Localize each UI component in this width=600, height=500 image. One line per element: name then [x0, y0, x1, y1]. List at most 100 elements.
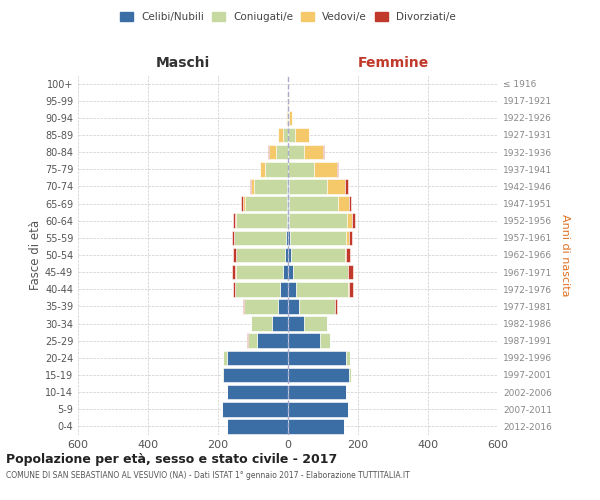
Bar	[254, 179, 287, 194]
Y-axis label: Fasce di età: Fasce di età	[29, 220, 42, 290]
Bar	[250, 179, 251, 194]
Bar	[335, 299, 337, 314]
Bar	[290, 230, 346, 245]
Bar	[346, 230, 349, 245]
Bar	[288, 162, 314, 176]
Bar	[348, 265, 353, 280]
Bar	[227, 350, 288, 365]
Bar	[304, 145, 323, 160]
Bar	[345, 248, 346, 262]
Bar	[223, 350, 227, 365]
Bar	[289, 179, 327, 194]
Bar	[221, 368, 223, 382]
Y-axis label: Anni di nascita: Anni di nascita	[560, 214, 571, 296]
Bar	[288, 419, 344, 434]
Text: Maschi: Maschi	[156, 56, 210, 70]
Bar	[232, 265, 235, 280]
Bar	[288, 214, 289, 228]
Bar	[288, 265, 293, 280]
Bar	[257, 334, 288, 348]
Bar	[349, 282, 353, 296]
Bar	[299, 299, 335, 314]
Bar	[235, 282, 280, 296]
Bar	[244, 299, 277, 314]
Bar	[251, 179, 254, 194]
Bar	[288, 350, 346, 365]
Bar	[288, 196, 289, 211]
Bar	[295, 128, 309, 142]
Bar	[248, 334, 257, 348]
Bar	[352, 214, 355, 228]
Bar	[347, 214, 352, 228]
Bar	[236, 248, 285, 262]
Bar	[293, 265, 347, 280]
Bar	[286, 230, 288, 245]
Bar	[277, 128, 283, 142]
Bar	[276, 145, 288, 160]
Bar	[221, 402, 288, 416]
Bar	[236, 214, 287, 228]
Bar	[288, 179, 289, 194]
Bar	[277, 299, 288, 314]
Bar	[327, 179, 344, 194]
Bar	[251, 316, 272, 331]
Bar	[223, 368, 288, 382]
Bar	[349, 230, 352, 245]
Bar	[338, 196, 349, 211]
Bar	[288, 110, 289, 125]
Bar	[349, 196, 352, 211]
Bar	[296, 282, 348, 296]
Bar	[272, 316, 288, 331]
Bar	[287, 214, 288, 228]
Bar	[286, 110, 287, 125]
Bar	[227, 419, 288, 434]
Bar	[288, 334, 320, 348]
Text: Popolazione per età, sesso e stato civile - 2017: Popolazione per età, sesso e stato civil…	[6, 452, 337, 466]
Bar	[243, 299, 244, 314]
Bar	[283, 265, 288, 280]
Bar	[288, 128, 295, 142]
Text: Femmine: Femmine	[358, 56, 428, 70]
Bar	[346, 248, 350, 262]
Bar	[288, 145, 304, 160]
Bar	[291, 248, 345, 262]
Bar	[265, 162, 288, 176]
Bar	[288, 230, 290, 245]
Bar	[232, 230, 234, 245]
Bar	[288, 248, 291, 262]
Bar	[288, 368, 349, 382]
Bar	[347, 265, 348, 280]
Bar	[289, 110, 292, 125]
Bar	[283, 128, 288, 142]
Bar	[235, 265, 283, 280]
Bar	[280, 282, 288, 296]
Bar	[260, 162, 265, 176]
Bar	[227, 385, 288, 400]
Text: COMUNE DI SAN SEBASTIANO AL VESUVIO (NA) - Dati ISTAT 1° gennaio 2017 - Elaboraz: COMUNE DI SAN SEBASTIANO AL VESUVIO (NA)…	[6, 470, 410, 480]
Bar	[288, 299, 299, 314]
Bar	[233, 214, 235, 228]
Bar	[349, 368, 351, 382]
Bar	[289, 196, 338, 211]
Bar	[304, 316, 326, 331]
Bar	[314, 162, 337, 176]
Bar	[288, 402, 347, 416]
Bar	[345, 179, 347, 194]
Bar	[287, 110, 288, 125]
Bar	[337, 162, 338, 176]
Bar	[326, 316, 327, 331]
Bar	[287, 196, 288, 211]
Bar	[320, 334, 330, 348]
Bar	[243, 196, 245, 211]
Bar	[287, 179, 288, 194]
Bar	[288, 316, 304, 331]
Bar	[288, 282, 296, 296]
Bar	[241, 196, 243, 211]
Bar	[289, 214, 347, 228]
Bar	[233, 248, 236, 262]
Bar	[234, 230, 235, 245]
Bar	[323, 145, 324, 160]
Bar	[288, 385, 346, 400]
Bar	[285, 248, 288, 262]
Bar	[235, 230, 286, 245]
